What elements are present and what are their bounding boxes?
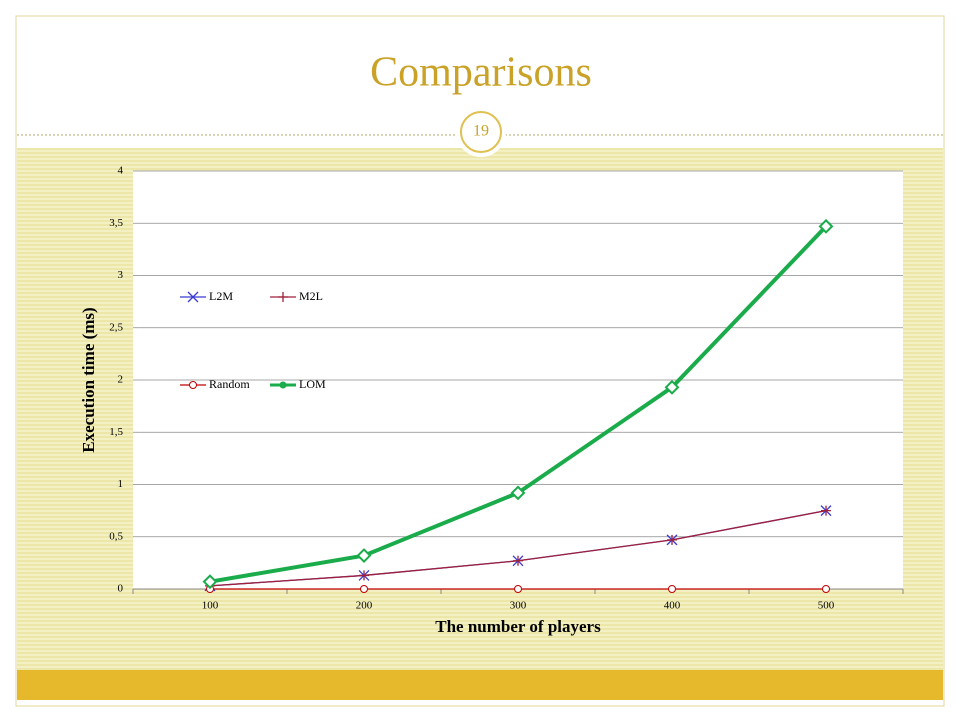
point xyxy=(514,585,522,593)
point xyxy=(202,574,218,590)
point xyxy=(667,534,677,545)
point xyxy=(356,548,372,563)
y-tick-label: 2 xyxy=(118,374,124,386)
y-tick-label: 3,5 xyxy=(109,217,123,229)
x-tick-label: 500 xyxy=(818,600,835,612)
y-tick-label: 0 xyxy=(118,583,124,595)
legend-label: LOM xyxy=(299,377,326,391)
point xyxy=(822,585,830,593)
x-tick-label: 200 xyxy=(356,600,373,612)
x-tick-label: 400 xyxy=(664,600,681,612)
legend-label: M2L xyxy=(299,289,323,303)
page-badge xyxy=(460,111,502,153)
page-number: 19 xyxy=(473,123,489,140)
legend-marker xyxy=(278,292,288,302)
point xyxy=(513,555,523,566)
y-axis-label: Execution time (ms) xyxy=(79,307,98,452)
legend-marker xyxy=(279,381,287,389)
point xyxy=(821,505,831,516)
chart: 0 0,5 1 1,5 2 2,5 3 3,5 4 100 200 300 400 500 The numb… xyxy=(79,165,904,636)
point xyxy=(359,570,369,581)
point xyxy=(510,485,526,501)
point xyxy=(664,379,680,395)
x-tick-label: 100 xyxy=(202,600,219,612)
y-tick-label: 3 xyxy=(118,269,124,281)
point xyxy=(668,585,676,593)
x-tick-label: 300 xyxy=(510,600,527,612)
legend-label: Random xyxy=(209,377,250,391)
y-tick-label: 1 xyxy=(118,478,124,490)
slide-title: Comparisons xyxy=(370,50,592,96)
x-axis-label: The number of players xyxy=(435,617,601,636)
y-tick-label: 2,5 xyxy=(109,321,123,333)
footer-band xyxy=(17,670,943,700)
point xyxy=(818,218,834,234)
y-tick-label: 0,5 xyxy=(109,530,123,542)
legend-marker xyxy=(189,381,197,389)
point xyxy=(360,585,368,593)
y-tick-label: 1,5 xyxy=(109,426,123,438)
y-tick-label: 4 xyxy=(118,165,124,177)
legend-label: L2M xyxy=(209,289,233,303)
legend-marker xyxy=(187,291,199,303)
